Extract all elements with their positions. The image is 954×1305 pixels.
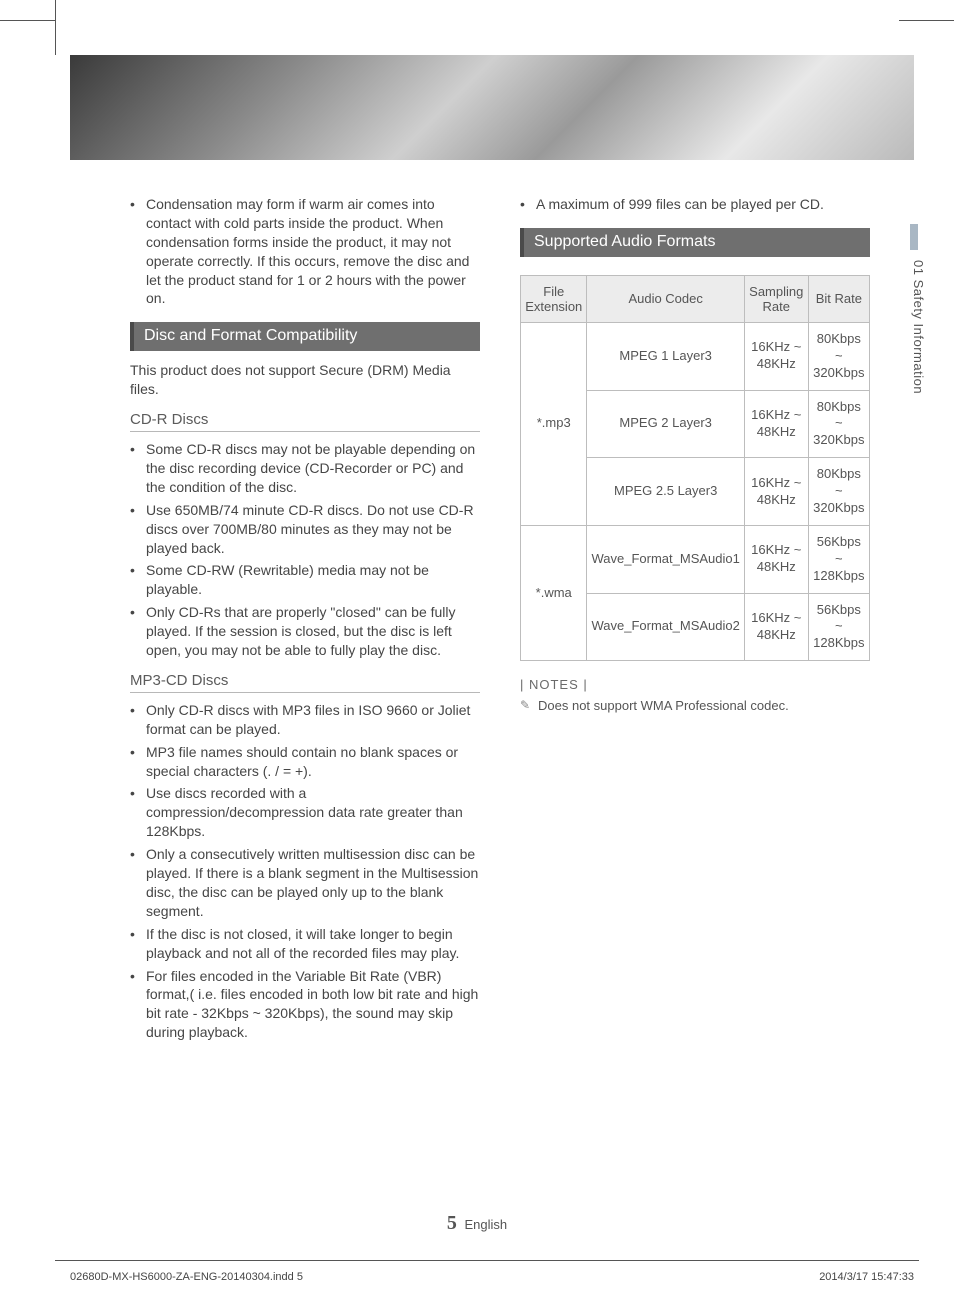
table-header: File Extension — [521, 275, 587, 322]
mp3cd-list: Only CD-R discs with MP3 files in ISO 96… — [130, 701, 480, 1042]
section-heading-disc-compat: Disc and Format Compatibility — [130, 322, 480, 351]
table-cell: 16KHz ~ 48KHz — [744, 525, 808, 593]
table-header: Bit Rate — [808, 275, 869, 322]
mp3cd-list-item: MP3 file names should contain no blank s… — [146, 743, 480, 781]
print-file: 02680D-MX-HS6000-ZA-ENG-20140304.indd 5 — [70, 1271, 303, 1283]
table-cell: MPEG 2 Layer3 — [587, 390, 744, 458]
subheading-mp3cd: MP3-CD Discs — [130, 672, 480, 693]
table-cell: 80Kbps ~ 320Kbps — [808, 458, 869, 526]
table-cell: 80Kbps ~ 320Kbps — [808, 322, 869, 390]
table-cell: 80Kbps ~ 320Kbps — [808, 390, 869, 458]
mp3cd-list-item: If the disc is not closed, it will take … — [146, 925, 480, 963]
table-cell: MPEG 2.5 Layer3 — [587, 458, 744, 526]
top-banner — [70, 55, 914, 160]
drm-note: This product does not support Secure (DR… — [130, 361, 480, 399]
content-area: Condensation may form if warm air comes … — [130, 195, 870, 1046]
mp3cd-list-item: Only a consecutively written multisessio… — [146, 845, 480, 921]
ext-cell: *.mp3 — [521, 322, 587, 525]
table-cell: Wave_Format_MSAudio2 — [587, 593, 744, 661]
cdr-list-item: Only CD-Rs that are properly "closed" ca… — [146, 603, 480, 660]
table-cell: 56Kbps ~ 128Kbps — [808, 525, 869, 593]
cdr-list: Some CD-R discs may not be playable depe… — [130, 440, 480, 660]
note-wma-pro: Does not support WMA Professional codec. — [520, 698, 870, 713]
mp3cd-list-item: Only CD-R discs with MP3 files in ISO 96… — [146, 701, 480, 739]
crop-mark — [899, 20, 954, 21]
table-row: *.mp3MPEG 1 Layer316KHz ~ 48KHz80Kbps ~ … — [521, 322, 870, 390]
mp3cd-list-item: For files encoded in the Variable Bit Ra… — [146, 967, 480, 1043]
cdr-list-item: Use 650MB/74 minute CD-R discs. Do not u… — [146, 501, 480, 558]
table-cell: 16KHz ~ 48KHz — [744, 390, 808, 458]
right-column: A maximum of 999 files can be played per… — [520, 195, 870, 1046]
ext-cell: *.wma — [521, 525, 587, 660]
cdr-list-item: Some CD-RW (Rewritable) media may not be… — [146, 561, 480, 599]
table-header: Sampling Rate — [744, 275, 808, 322]
left-column: Condensation may form if warm air comes … — [130, 195, 480, 1046]
print-divider — [55, 1260, 919, 1261]
page-language: English — [464, 1217, 507, 1232]
subheading-cdr: CD-R Discs — [130, 411, 480, 432]
audio-format-table: File ExtensionAudio CodecSampling RateBi… — [520, 275, 870, 661]
bullet-max-files: A maximum of 999 files can be played per… — [536, 195, 870, 214]
table-row: *.wmaWave_Format_MSAudio116KHz ~ 48KHz56… — [521, 525, 870, 593]
page-footer: 5 English — [0, 1212, 954, 1235]
section-heading-audio-formats: Supported Audio Formats — [520, 228, 870, 257]
table-cell: Wave_Format_MSAudio1 — [587, 525, 744, 593]
mp3cd-list-item: Use discs recorded with a compression/de… — [146, 784, 480, 841]
table-cell: MPEG 1 Layer3 — [587, 322, 744, 390]
table-cell: 16KHz ~ 48KHz — [744, 322, 808, 390]
bullet-condensation: Condensation may form if warm air comes … — [146, 195, 480, 308]
table-cell: 16KHz ~ 48KHz — [744, 593, 808, 661]
table-cell: 16KHz ~ 48KHz — [744, 458, 808, 526]
crop-mark — [0, 20, 55, 21]
table-cell: 56Kbps ~ 128Kbps — [808, 593, 869, 661]
table-header: Audio Codec — [587, 275, 744, 322]
print-footer: 02680D-MX-HS6000-ZA-ENG-20140304.indd 5 … — [70, 1271, 914, 1283]
page-number: 5 — [447, 1212, 457, 1234]
print-timestamp: 2014/3/17 15:47:33 — [819, 1271, 914, 1283]
notes-heading: | NOTES | — [520, 677, 870, 692]
cdr-list-item: Some CD-R discs may not be playable depe… — [146, 440, 480, 497]
crop-mark — [55, 0, 56, 55]
side-tab-label: 01 Safety Information — [906, 260, 926, 420]
side-tab-marker — [910, 224, 918, 250]
